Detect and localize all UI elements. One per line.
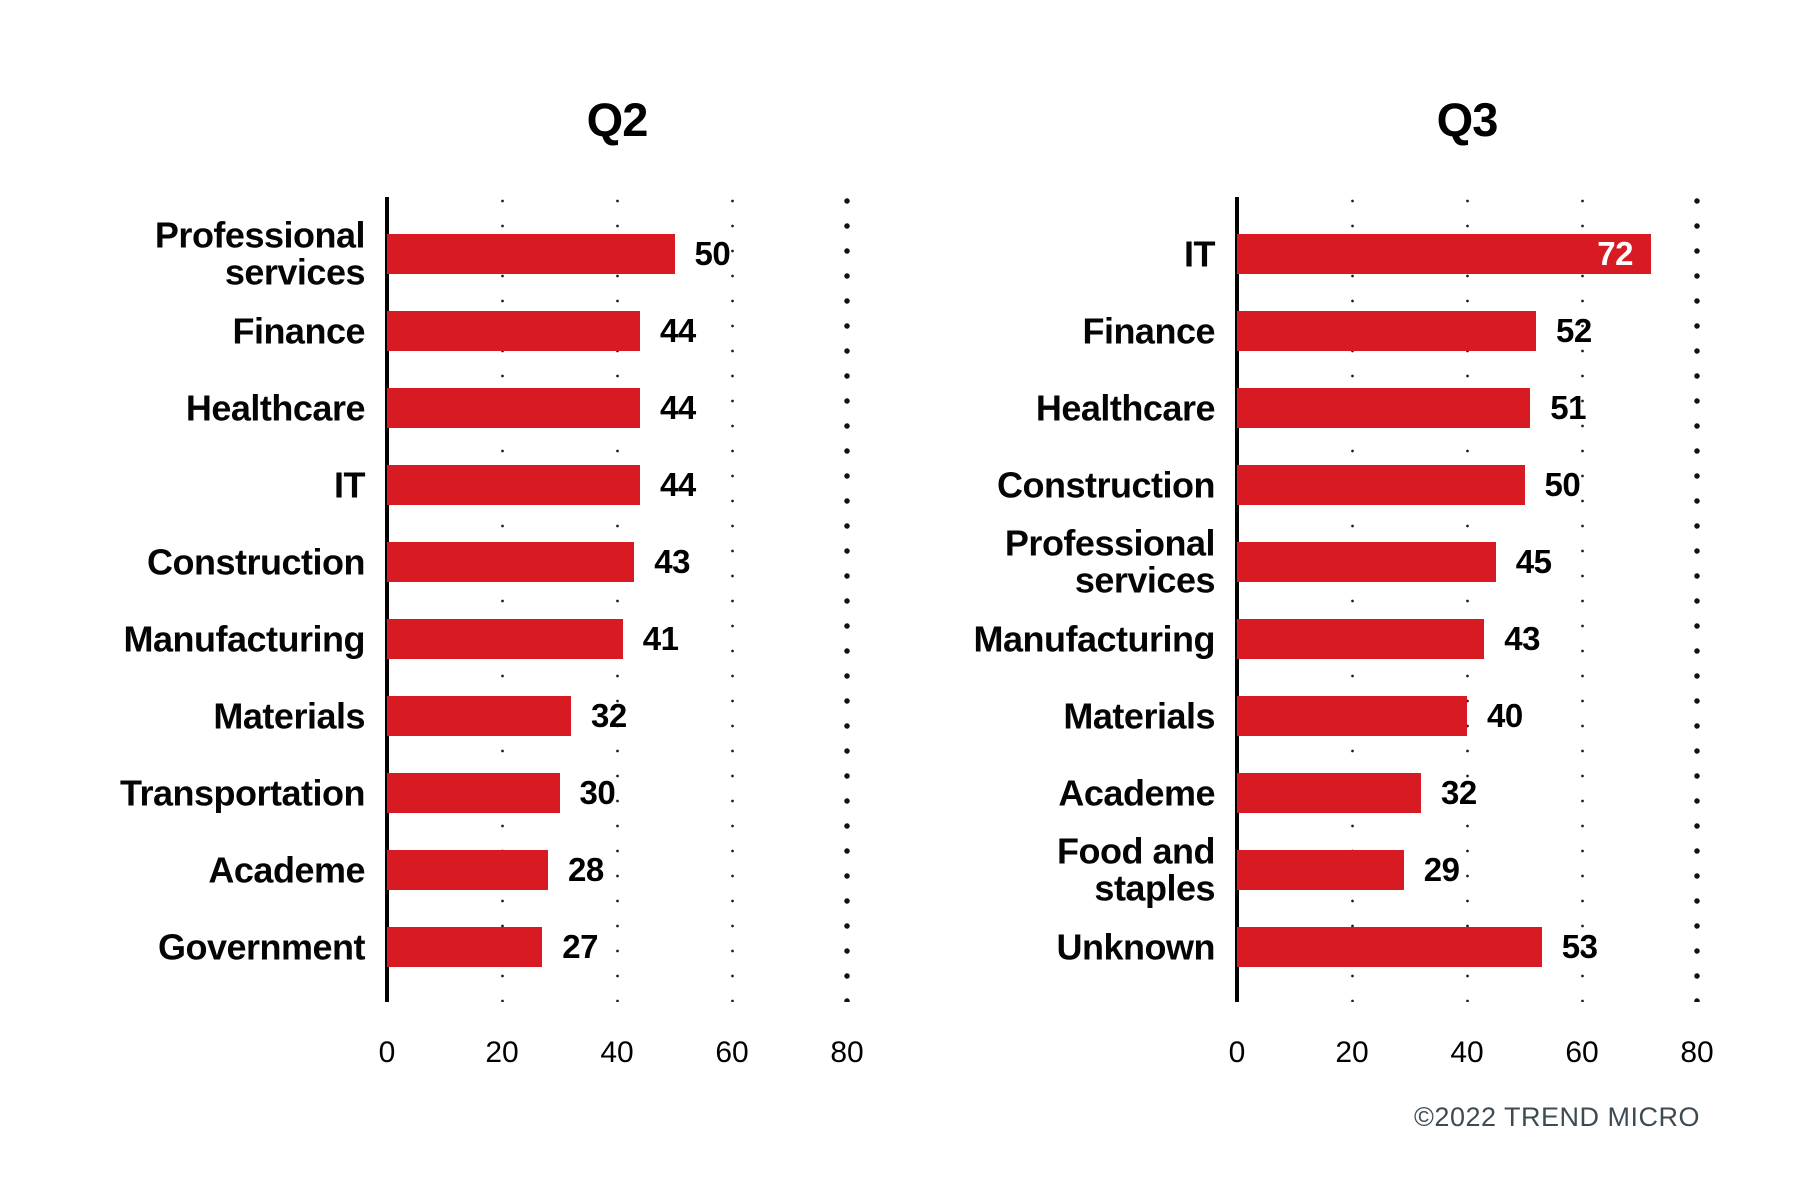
bar-row xyxy=(1237,542,1496,582)
bar-value-label: 51 xyxy=(1550,389,1586,426)
category-labels-q3: IT Finance Healthcare Construction Professio… xyxy=(850,0,1216,1100)
chart-q2: Q2 Professional services Finance Healthcar… xyxy=(0,0,927,1100)
category-label: Government xyxy=(157,926,366,968)
bar-value-label: 53 xyxy=(1561,928,1598,965)
bar-value-label: 52 xyxy=(1556,312,1592,349)
x-tick-label-0: 0 xyxy=(1228,1036,1246,1069)
bar-value-label: 44 xyxy=(660,312,696,349)
gridline-20 xyxy=(500,197,504,1002)
bar-value-label: 50 xyxy=(1544,466,1581,503)
bar-value-label: 43 xyxy=(654,543,690,580)
category-labels-q2: Professional services Finance Healthcare IT… xyxy=(0,0,366,1100)
x-tick-label-60: 60 xyxy=(1565,1036,1599,1069)
category-label: Unknown xyxy=(1056,926,1216,968)
category-label: Construction xyxy=(147,541,365,583)
bar-value-label: 27 xyxy=(562,928,598,965)
category-label: Materials xyxy=(1063,695,1215,737)
x-axis-ticks-q2: 0 20 40 60 80 xyxy=(378,1036,864,1069)
category-label: Manufacturing xyxy=(123,618,366,660)
bar-value-label: 40 xyxy=(1487,697,1523,734)
gridline-80 xyxy=(1694,197,1700,1002)
bar-value-label: 30 xyxy=(579,774,616,811)
x-tick-label-40: 40 xyxy=(600,1036,634,1069)
bar-value-label: 32 xyxy=(591,697,627,734)
bar-value-label: 50 xyxy=(694,235,731,272)
x-tick-label-20: 20 xyxy=(1335,1036,1369,1069)
bar-value-label: 41 xyxy=(642,620,679,657)
plot-area-q3: 72 52 51 50 45 43 40 32 29 53 xyxy=(1235,197,1777,1002)
category-label: Professional services xyxy=(1004,522,1216,601)
gridline-40 xyxy=(1465,197,1469,1002)
bar-row xyxy=(1237,388,1531,428)
bar-row xyxy=(1237,234,1651,274)
x-axis-ticks-q3: 0 20 40 60 80 xyxy=(850,0,1815,1187)
bar-row xyxy=(387,542,635,582)
bar-row xyxy=(387,850,548,890)
bar-row xyxy=(387,388,640,428)
bar-row xyxy=(1237,927,1542,967)
gridline-60 xyxy=(1580,197,1584,1002)
x-tick-label-80: 80 xyxy=(1680,1036,1714,1069)
bar-row xyxy=(1237,696,1467,736)
bar-value-label: 45 xyxy=(1515,543,1552,580)
category-label: Healthcare xyxy=(185,387,366,429)
bar-value-label: 29 xyxy=(1423,851,1460,888)
category-label: Construction xyxy=(997,464,1215,506)
x-tick-label-40: 40 xyxy=(1450,1036,1484,1069)
bar-row xyxy=(1237,465,1525,505)
category-label: IT xyxy=(334,464,366,506)
x-tick-label-60: 60 xyxy=(715,1036,749,1069)
gridline-40 xyxy=(615,197,619,1002)
category-label: Finance xyxy=(232,310,365,352)
bar-value-label: 72 xyxy=(1597,235,1633,272)
bar-row xyxy=(1237,619,1485,659)
category-label: Professional services xyxy=(154,214,366,293)
y-axis-line xyxy=(1235,197,1239,1002)
bar-row xyxy=(387,696,571,736)
bar-value-label: 43 xyxy=(1504,620,1540,657)
chart-title-q2: Q2 xyxy=(586,93,649,146)
bar-row xyxy=(387,234,675,274)
bar-row xyxy=(387,465,640,505)
category-label: Manufacturing xyxy=(973,618,1216,660)
x-tick-label-80: 80 xyxy=(830,1036,864,1069)
category-label: Academe xyxy=(1058,772,1215,814)
chart-q3: Q3 IT Finance Healthcare Construction Profes… xyxy=(850,0,1815,1187)
y-axis-line xyxy=(385,197,389,1002)
category-label: Finance xyxy=(1082,310,1215,352)
category-label: Transportation xyxy=(119,772,366,814)
bar-row xyxy=(387,773,560,813)
x-tick-label-0: 0 xyxy=(378,1036,396,1069)
chart-title-q3: Q3 xyxy=(1436,93,1499,146)
bar-value-label: 32 xyxy=(1441,774,1477,811)
bar-row xyxy=(1237,850,1404,890)
bar-row xyxy=(387,619,623,659)
plot-area-q2: 50 44 44 44 43 41 32 30 28 27 xyxy=(385,197,927,1002)
bar-value-label: 28 xyxy=(568,851,604,888)
bar-row xyxy=(1237,773,1421,813)
gridline-20 xyxy=(1350,197,1354,1002)
copyright-text: ©2022 TREND MICRO xyxy=(1414,1102,1700,1132)
bar-row xyxy=(1237,311,1536,351)
bar-value-label: 44 xyxy=(660,389,696,426)
gridline-60 xyxy=(730,197,734,1002)
category-label: Materials xyxy=(213,695,365,737)
bar-row xyxy=(387,311,640,351)
category-label: Healthcare xyxy=(1035,387,1216,429)
x-tick-label-20: 20 xyxy=(485,1036,519,1069)
bar-row xyxy=(387,927,543,967)
category-label: Academe xyxy=(208,849,365,891)
category-label: Food and staples xyxy=(1057,830,1215,909)
gridline-80 xyxy=(844,197,850,1002)
bar-value-label: 44 xyxy=(660,466,696,503)
category-label: IT xyxy=(1184,233,1216,275)
